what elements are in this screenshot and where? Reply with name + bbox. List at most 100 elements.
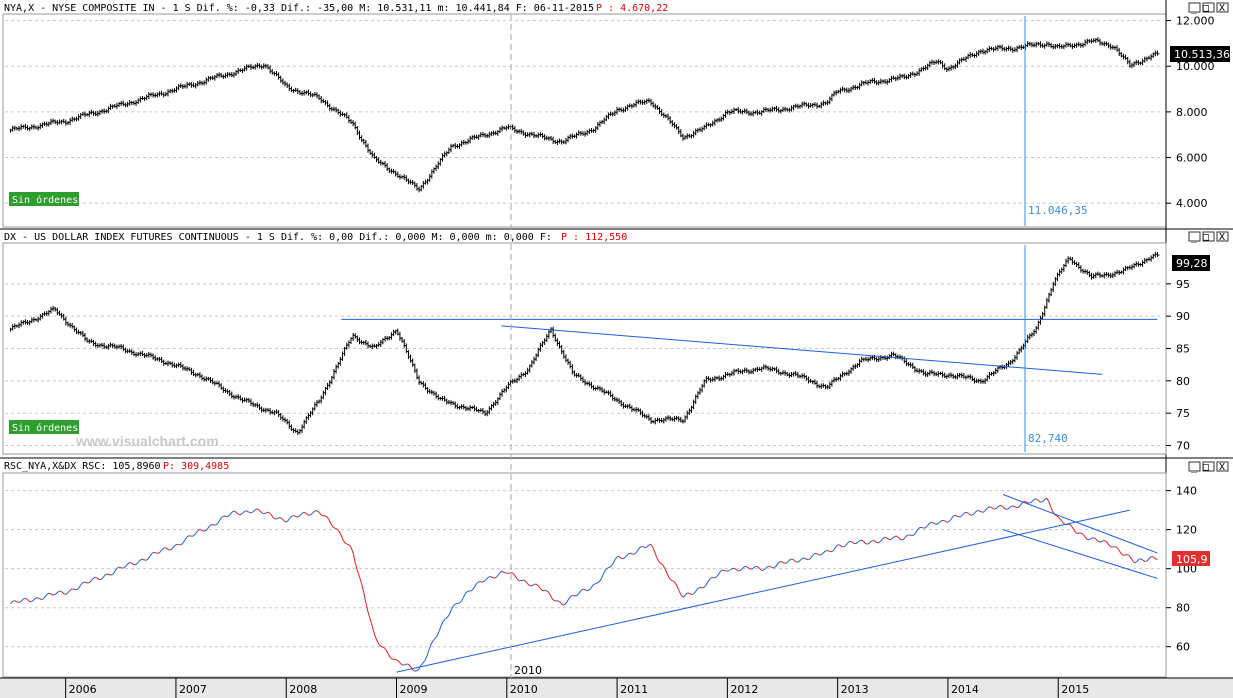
panel-dx: DX - US DOLLAR INDEX FUTURES CONTINUOUS … bbox=[0, 228, 1233, 455]
rsc-segment bbox=[77, 585, 81, 590]
rsc-segment bbox=[387, 653, 391, 658]
rsc-segment bbox=[884, 536, 887, 539]
rsc-segment bbox=[611, 562, 615, 566]
rsc-segment bbox=[248, 511, 251, 514]
rsc-segment bbox=[820, 552, 824, 556]
y-tick-label: 75 bbox=[1176, 407, 1190, 420]
rsc-segment bbox=[740, 567, 744, 571]
cursor-time-label: 2010 bbox=[514, 664, 542, 677]
last-value: 10.513,36 bbox=[1174, 48, 1230, 61]
rsc-segment bbox=[135, 562, 139, 566]
rsc-segment bbox=[880, 538, 883, 542]
rsc-segment bbox=[445, 616, 448, 620]
rsc-segment bbox=[937, 521, 941, 525]
rsc-segment bbox=[876, 541, 879, 544]
rsc-segment bbox=[1155, 558, 1158, 560]
rsc-segment bbox=[137, 560, 141, 564]
close-button[interactable]: X bbox=[1219, 462, 1225, 473]
rsc-segment bbox=[172, 545, 176, 549]
rsc-segment bbox=[892, 535, 896, 539]
rsc-segment bbox=[26, 598, 30, 602]
panel-title-price: P : 4.670,22 bbox=[596, 3, 668, 14]
rsc-segment bbox=[738, 569, 742, 572]
rsc-segment bbox=[299, 513, 303, 517]
rsc-segment bbox=[968, 513, 972, 516]
panel-nya: NYA,X - NYSE COMPOSITE IN - 1 S Dif. %: … bbox=[2, 0, 1230, 678]
rsc-segment bbox=[166, 547, 169, 551]
panel-title-price: P: 309,4985 bbox=[163, 461, 229, 472]
maximize-button[interactable]: □ bbox=[1203, 3, 1209, 14]
close-button[interactable]: X bbox=[1219, 232, 1225, 243]
rsc-segment bbox=[861, 539, 865, 543]
rsc-segment bbox=[32, 598, 36, 601]
rsc-segment bbox=[375, 637, 379, 643]
rsc-segment bbox=[1136, 558, 1140, 562]
rsc-segment bbox=[453, 603, 457, 606]
panel-rsc: RSC_NYA,X&DX RSC: 105,8960 P: 309,4985 _… bbox=[0, 457, 1233, 678]
trendline[interactable] bbox=[501, 325, 1103, 375]
y-tick-label: 95 bbox=[1176, 278, 1190, 291]
rsc-segment bbox=[182, 539, 186, 544]
rsc-segment bbox=[293, 515, 296, 518]
rsc-segment bbox=[763, 568, 766, 571]
trendline[interactable] bbox=[396, 509, 1131, 673]
trendline[interactable] bbox=[1002, 494, 1158, 554]
maximize-button[interactable]: □ bbox=[1203, 232, 1209, 243]
rsc-segment bbox=[100, 577, 104, 580]
rsc-segment bbox=[131, 562, 134, 565]
rsc-segment bbox=[568, 596, 572, 600]
rsc-segment bbox=[660, 563, 664, 566]
maximize-button[interactable]: □ bbox=[1203, 462, 1209, 473]
x-tick-label: 2011 bbox=[620, 683, 648, 696]
rsc-segment bbox=[422, 660, 426, 664]
rsc-segment bbox=[966, 511, 970, 515]
rsc-segment bbox=[995, 507, 998, 510]
close-button[interactable]: X bbox=[1219, 3, 1225, 14]
rsc-segment bbox=[584, 589, 588, 592]
x-tick-label: 2014 bbox=[951, 683, 979, 696]
rsc-segment bbox=[334, 527, 337, 530]
rsc-segment bbox=[912, 532, 916, 536]
rsc-segment bbox=[1029, 500, 1033, 504]
rsc-segment bbox=[18, 601, 21, 604]
rsc-segment bbox=[1048, 501, 1052, 508]
rsc-segment bbox=[73, 588, 77, 591]
rsc-segment bbox=[551, 598, 555, 602]
rsc-segment bbox=[978, 510, 982, 513]
rsc-segment bbox=[36, 597, 40, 599]
rsc-segment bbox=[420, 662, 424, 666]
y-tick-label: 85 bbox=[1176, 343, 1190, 356]
rsc-segment bbox=[147, 555, 151, 560]
rsc-segment bbox=[827, 550, 830, 552]
rsc-segment bbox=[490, 576, 493, 578]
x-tick-label: 2006 bbox=[69, 683, 97, 696]
panel-title-price: P : 112,550 bbox=[561, 232, 627, 243]
rsc-segment bbox=[283, 519, 286, 523]
minimize-button[interactable]: _ bbox=[1191, 232, 1198, 243]
rsc-segment bbox=[986, 506, 990, 509]
rsc-segment bbox=[685, 592, 688, 595]
y-tick-label: 90 bbox=[1176, 310, 1190, 323]
rsc-segment bbox=[904, 535, 908, 538]
rsc-segment bbox=[309, 513, 313, 516]
minimize-button[interactable]: _ bbox=[1191, 462, 1198, 473]
rsc-segment bbox=[373, 631, 377, 638]
rsc-segment bbox=[469, 589, 473, 592]
rsc-segment bbox=[730, 567, 734, 571]
y-tick-label: 10.000 bbox=[1176, 60, 1215, 73]
rsc-segment bbox=[720, 569, 723, 572]
last-value-badge: 105,9 bbox=[1172, 551, 1210, 566]
rsc-segment bbox=[654, 552, 658, 558]
rsc-segment bbox=[1075, 531, 1078, 534]
rsc-segment bbox=[851, 541, 855, 544]
rsc-segment bbox=[162, 547, 165, 550]
rsc-segment bbox=[646, 545, 649, 548]
rsc-segment bbox=[607, 566, 610, 569]
rsc-segment bbox=[352, 553, 356, 563]
minimize-button[interactable]: _ bbox=[1191, 3, 1198, 14]
rsc-segment bbox=[812, 553, 816, 556]
trendline[interactable] bbox=[1002, 529, 1158, 579]
rsc-segment bbox=[256, 508, 259, 511]
rsc-segment bbox=[984, 507, 988, 512]
